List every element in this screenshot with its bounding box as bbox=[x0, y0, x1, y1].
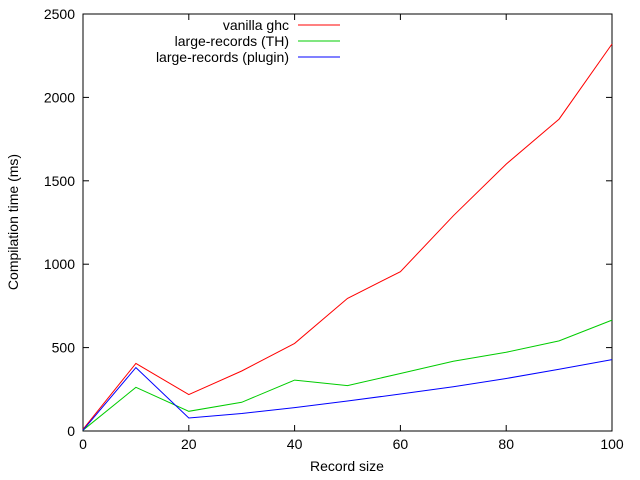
x-axis-title: Record size bbox=[310, 458, 384, 474]
y-axis: 0 500 1000 1500 2000 2500 bbox=[44, 6, 612, 439]
series-layer bbox=[82, 43, 613, 431]
y-tick-label: 1000 bbox=[44, 256, 75, 272]
x-axis: 0 20 40 60 80 100 bbox=[79, 14, 624, 452]
y-tick-label: 0 bbox=[67, 423, 75, 439]
x-tick-label: 80 bbox=[498, 436, 514, 452]
series-line-1 bbox=[82, 43, 613, 430]
y-tick-label: 1500 bbox=[44, 173, 75, 189]
x-tick-label: 60 bbox=[393, 436, 409, 452]
x-tick-label: 20 bbox=[181, 436, 197, 452]
legend-label-3: large-records (plugin) bbox=[156, 49, 289, 65]
plot-frame bbox=[82, 13, 613, 432]
series-line-2 bbox=[82, 319, 613, 431]
legend-label-2: large-records (TH) bbox=[175, 33, 289, 49]
y-tick-label: 2000 bbox=[44, 89, 75, 105]
x-tick-label: 0 bbox=[79, 436, 87, 452]
y-tick-label: 2500 bbox=[44, 6, 75, 22]
y-axis-title: Compilation time (ms) bbox=[5, 154, 21, 290]
x-tick-label: 40 bbox=[287, 436, 303, 452]
legend-label-1: vanilla ghc bbox=[223, 17, 289, 33]
series-line-3 bbox=[82, 359, 613, 431]
y-tick-label: 500 bbox=[52, 340, 76, 356]
x-tick-label: 100 bbox=[600, 436, 624, 452]
